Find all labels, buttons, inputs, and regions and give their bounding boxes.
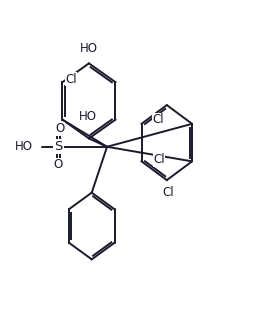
Text: HO: HO	[80, 110, 97, 123]
Text: HO: HO	[80, 42, 98, 54]
Text: HO: HO	[15, 140, 33, 153]
Text: O: O	[55, 122, 64, 135]
Text: Cl: Cl	[153, 113, 164, 126]
Text: Cl: Cl	[153, 153, 165, 167]
Text: S: S	[54, 140, 63, 153]
Text: Cl: Cl	[162, 186, 174, 199]
Text: Cl: Cl	[65, 73, 77, 86]
Text: O: O	[53, 158, 62, 171]
